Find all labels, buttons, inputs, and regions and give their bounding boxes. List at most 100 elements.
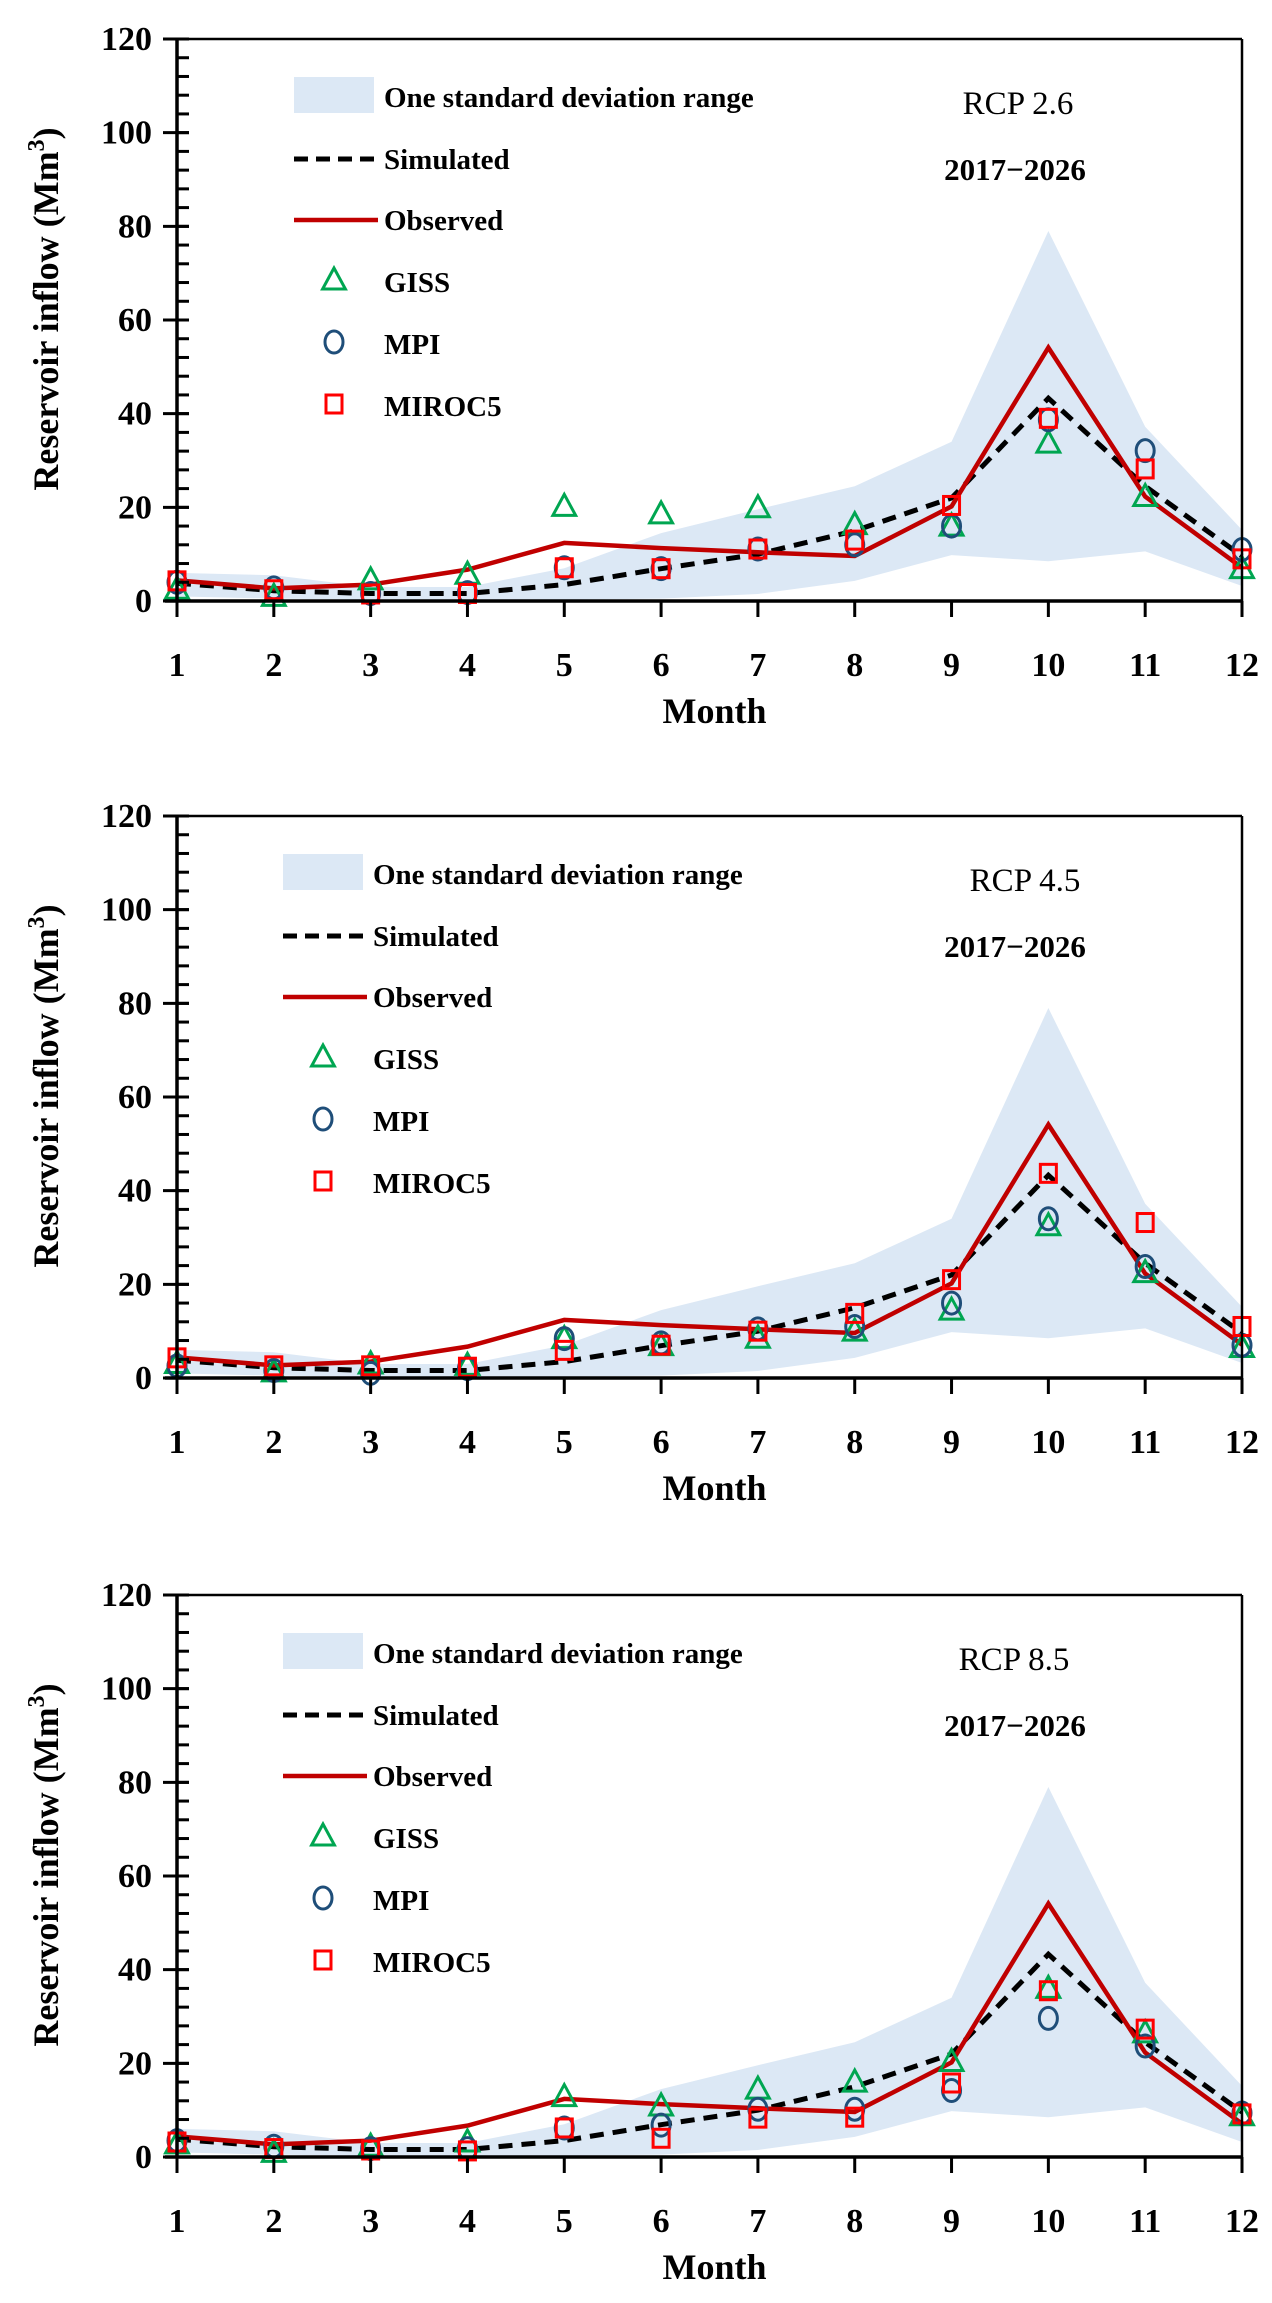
- legend-swatch-miroc5: [313, 1949, 333, 1971]
- std-deviation-band: [177, 231, 1242, 600]
- y-tick-label: 120: [101, 21, 152, 58]
- x-tick-label: 12: [1225, 2203, 1259, 2240]
- marker-giss-month-8: [840, 1316, 869, 1342]
- series-line-simulated: [176, 1171, 1244, 1374]
- legend-label-mpi: MPI: [384, 329, 440, 361]
- y-tick-label: 80: [118, 1764, 152, 1801]
- marker-miroc5-month-7: [748, 538, 768, 560]
- marker-miroc5-month-9: [942, 494, 962, 516]
- legend-item-miroc5: MIROC5: [313, 1168, 491, 1200]
- y-tick-label: 0: [135, 2139, 152, 2176]
- legend-item-mpi: MPI: [312, 1885, 429, 1917]
- x-tick-label: 8: [846, 1424, 863, 1461]
- y-tick-label: 60: [118, 302, 152, 339]
- legend: One standard deviation range Simulated Obs…: [283, 854, 743, 1200]
- x-tick-label: 5: [556, 2203, 573, 2240]
- y-axis-title-main: Reservoir inflow (Mm: [26, 928, 66, 1267]
- y-axis-title: Reservoir inflow (Mm3): [24, 904, 66, 1267]
- y-tick-label: 0: [135, 583, 152, 620]
- x-tick-label: 11: [1129, 647, 1161, 684]
- y-axis-title-main: Reservoir inflow (Mm: [26, 1707, 66, 2046]
- legend-label-band: One standard deviation range: [373, 859, 743, 891]
- x-tick-label: 7: [749, 1424, 766, 1461]
- legend-item-observed: Observed: [283, 1761, 492, 1793]
- x-tick-label: 6: [653, 2203, 670, 2240]
- x-tick-label: 8: [846, 647, 863, 684]
- scenario-label: RCP 8.5: [959, 1642, 1070, 1678]
- x-axis-title: Month: [662, 1468, 766, 1508]
- x-tick-label: 5: [556, 647, 573, 684]
- scenario-label: RCP 2.6: [963, 86, 1074, 122]
- marker-giss-month-5: [550, 1323, 579, 1350]
- marker-mpi-month-11: [1134, 2033, 1156, 2059]
- legend-swatch-mpi: [312, 1106, 334, 1132]
- legend-item-simulated: Simulated: [294, 144, 510, 176]
- y-axis-title: Reservoir inflow (Mm3): [24, 127, 66, 490]
- marker-miroc5-month-6: [651, 558, 671, 580]
- x-axis-title: Month: [662, 691, 766, 731]
- legend-label-giss: GISS: [373, 1044, 439, 1076]
- legend-item-mpi: MPI: [323, 329, 440, 361]
- x-tick-label: 2: [265, 2203, 282, 2240]
- marker-mpi-month-10: [1037, 2005, 1059, 2031]
- marker-giss-month-6: [647, 498, 676, 525]
- y-axis-title-close: ): [26, 904, 66, 916]
- marker-miroc5-month-10: [1038, 1162, 1058, 1184]
- marker-miroc5-month-10: [1038, 1980, 1058, 2002]
- y-tick-label: 20: [118, 1266, 152, 1303]
- x-tick-label: 1: [169, 1424, 186, 1461]
- marker-mpi-month-10: [1037, 1206, 1059, 1232]
- y-axis-title-superscript: 3: [24, 916, 50, 928]
- legend-label-miroc5: MIROC5: [384, 391, 502, 423]
- legend-swatch-giss: [320, 264, 348, 291]
- legend-item-simulated: Simulated: [283, 1700, 499, 1732]
- marker-miroc5-month-11: [1135, 2018, 1155, 2040]
- y-tick-label: 100: [101, 115, 152, 152]
- x-tick-label: 12: [1225, 647, 1259, 684]
- legend-swatch-band: [283, 1633, 363, 1669]
- legend-label-giss: GISS: [384, 267, 450, 299]
- y-tick-label: 60: [118, 1079, 152, 1116]
- legend-label-observed: Observed: [384, 205, 503, 237]
- y-tick-label: 0: [135, 1360, 152, 1397]
- scenario-label: RCP 4.5: [970, 863, 1081, 899]
- legend-item-miroc5: MIROC5: [324, 391, 502, 423]
- x-tick-label: 5: [556, 1424, 573, 1461]
- marker-miroc5-month-8: [845, 1302, 865, 1324]
- y-tick-label: 40: [118, 1173, 152, 1210]
- y-tick-label: 80: [118, 985, 152, 1022]
- marker-giss-month-3: [356, 2131, 385, 2157]
- period-label: 2017−2026: [944, 1708, 1086, 1743]
- marker-giss-month-5: [550, 491, 579, 517]
- y-axis-title-superscript: 3: [24, 139, 50, 151]
- x-axis-title: Month: [662, 2247, 766, 2287]
- marker-miroc5-month-5: [554, 2117, 574, 2139]
- x-tick-label: 10: [1031, 1424, 1065, 1461]
- legend-swatch-band: [294, 77, 374, 113]
- series-line-simulated: [176, 1950, 1244, 2153]
- y-tick-label: 40: [118, 1952, 152, 1989]
- x-tick-label: 3: [362, 647, 379, 684]
- marker-miroc5-month-2: [264, 1355, 284, 1377]
- y-tick-label: 120: [101, 1577, 152, 1614]
- legend-item-giss: GISS: [320, 264, 450, 299]
- y-axis-title-close: ): [26, 1683, 66, 1695]
- x-tick-label: 7: [749, 647, 766, 684]
- marker-miroc5-month-9: [942, 2072, 962, 2094]
- marker-giss-month-10: [1034, 428, 1063, 454]
- x-tick-label: 9: [943, 647, 960, 684]
- marker-miroc5-month-2: [264, 579, 284, 601]
- std-deviation-band: [177, 1008, 1242, 1377]
- series-line-simulated: [176, 394, 1244, 597]
- marker-miroc5-month-8: [845, 529, 865, 551]
- marker-giss-month-10: [1034, 1210, 1063, 1237]
- x-tick-label: 9: [943, 2203, 960, 2240]
- x-tick-label: 3: [362, 2203, 379, 2240]
- legend-swatch-miroc5: [324, 393, 344, 415]
- legend-swatch-mpi: [312, 1885, 334, 1911]
- marker-giss-month-11: [1131, 481, 1160, 508]
- x-tick-label: 11: [1129, 2203, 1161, 2240]
- x-tick-label: 3: [362, 1424, 379, 1461]
- x-tick-label: 7: [749, 2203, 766, 2240]
